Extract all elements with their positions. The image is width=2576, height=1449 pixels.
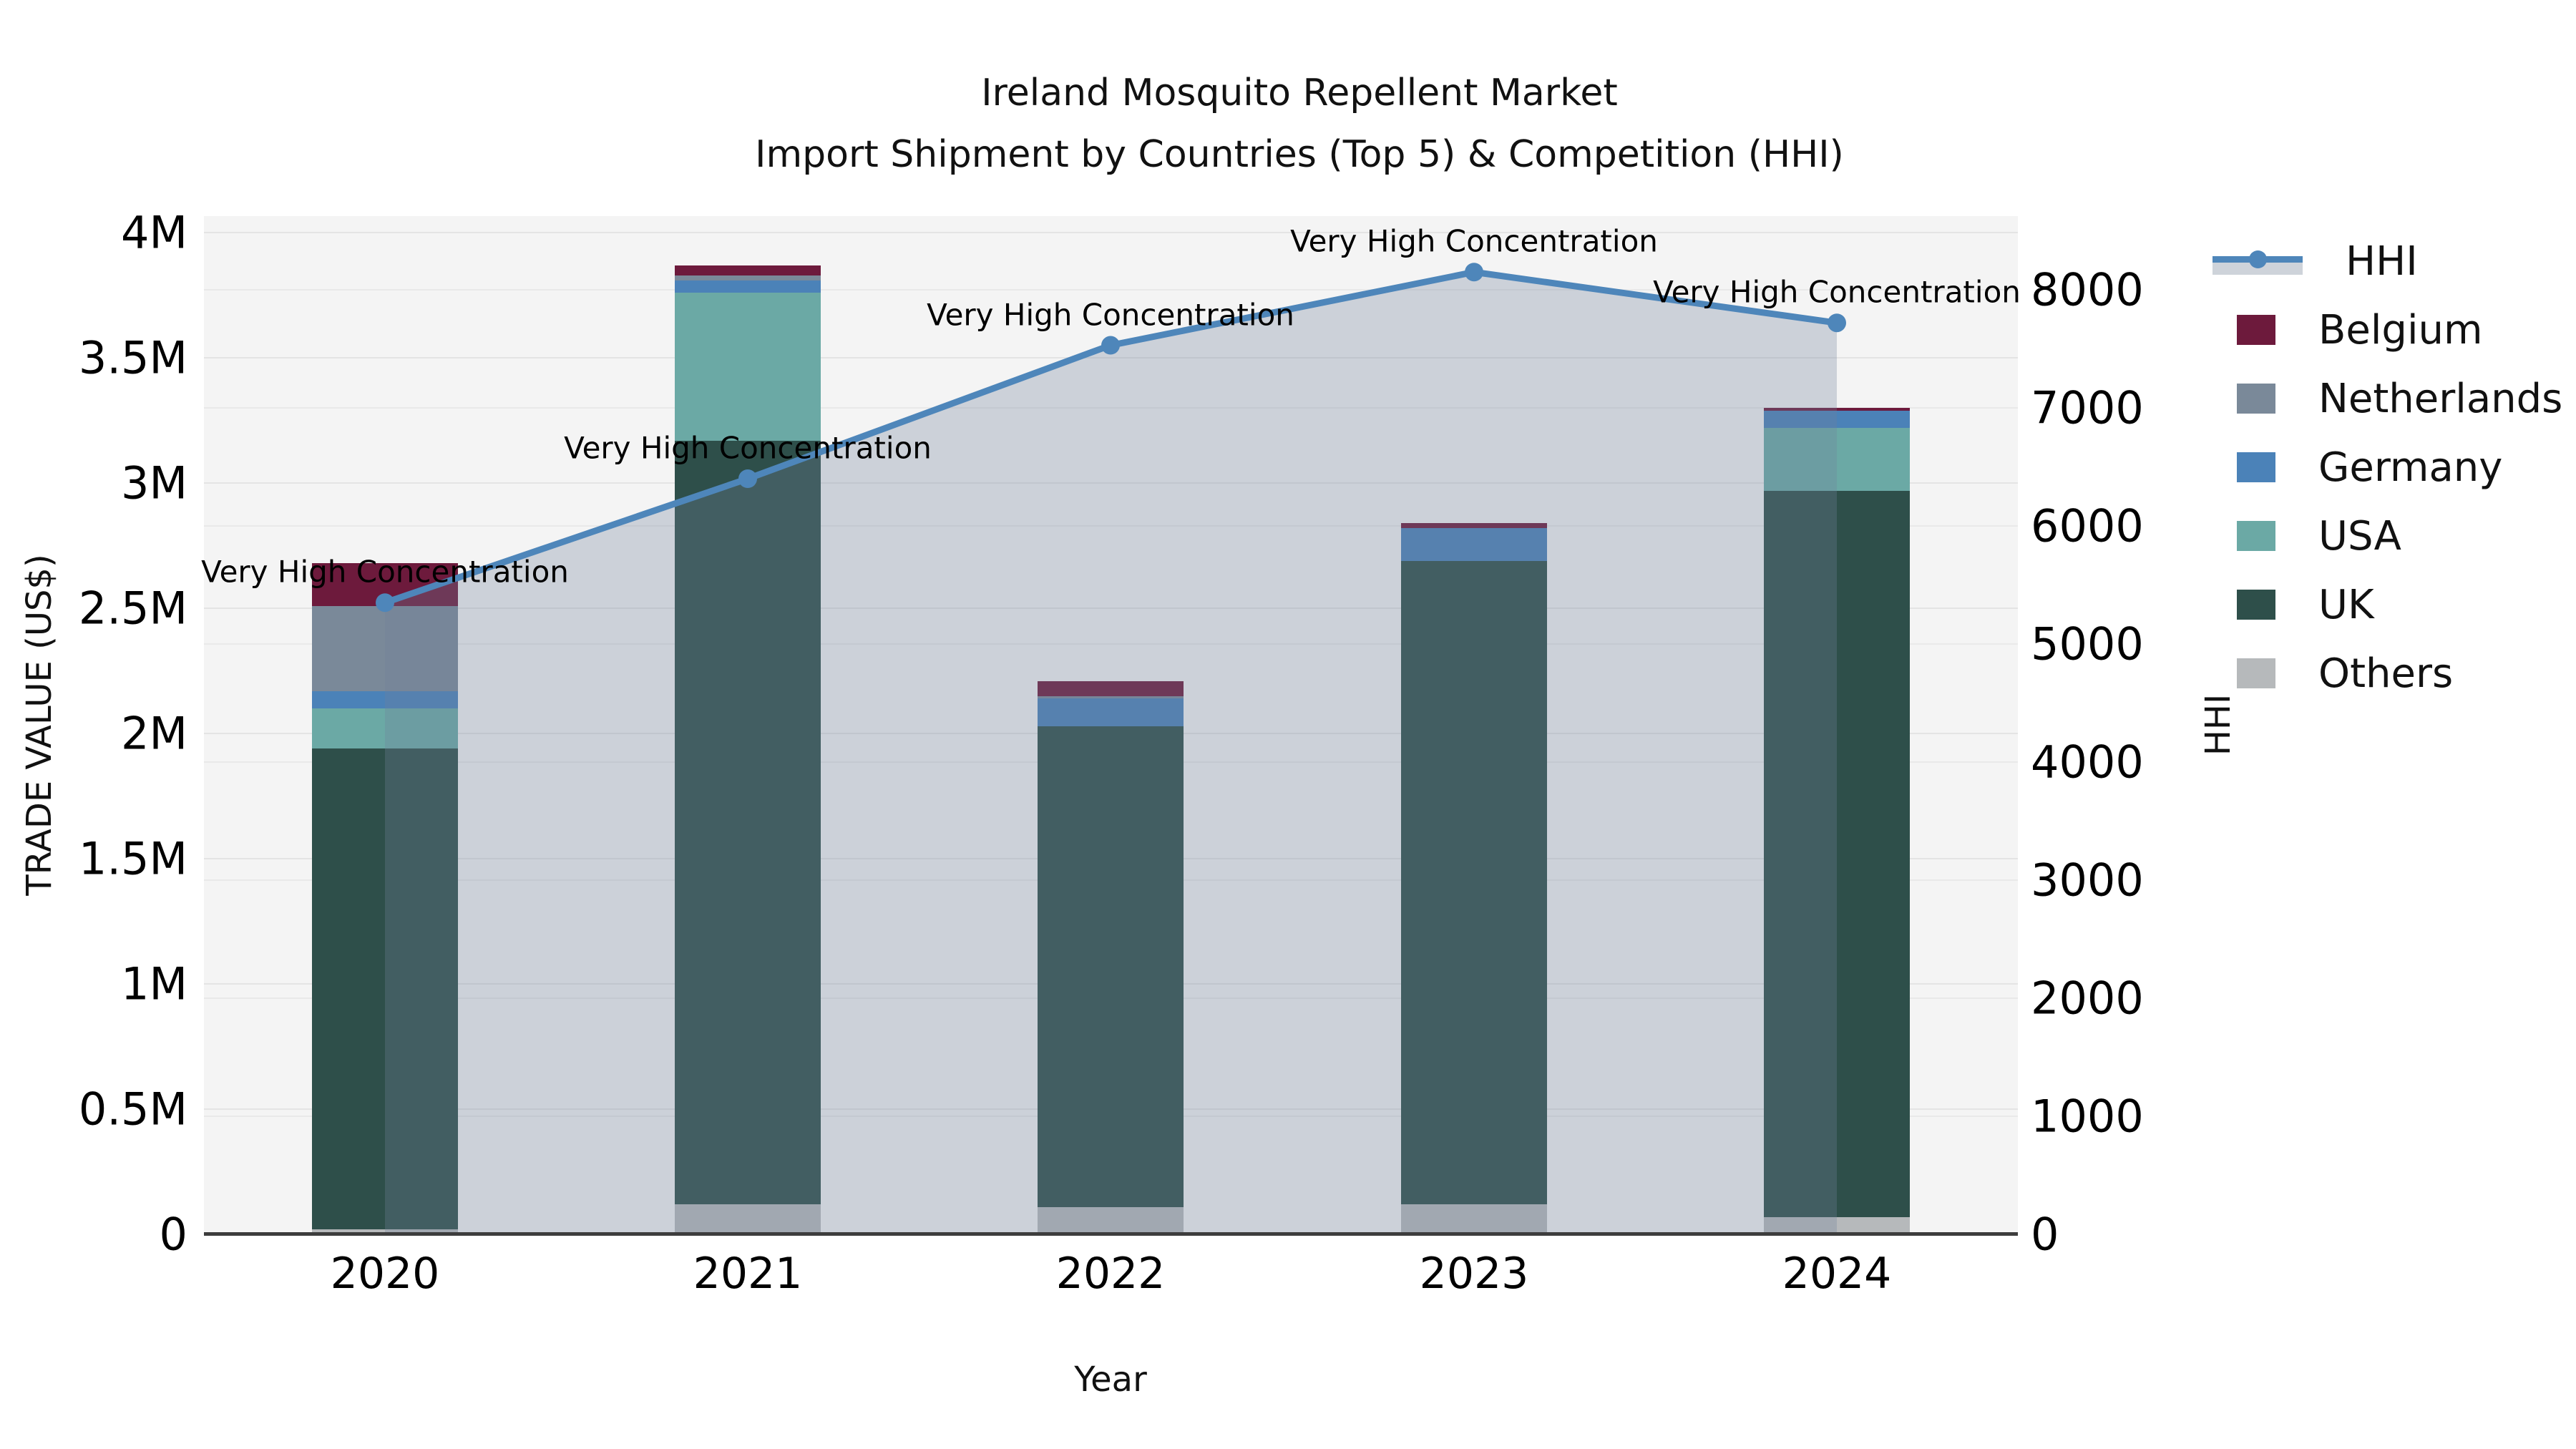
legend-swatch-others <box>2237 658 2275 688</box>
legend-label-usa: USA <box>2318 512 2401 560</box>
bar-segment-others-2024 <box>1764 1216 1910 1234</box>
bar-segment-uk-2024 <box>1764 490 1910 1217</box>
hhi-marker-2024 <box>1828 313 1846 333</box>
legend-swatch-uk <box>2237 590 2275 620</box>
legend-row-germany: Germany <box>2212 433 2502 502</box>
gridline-left <box>204 482 2018 484</box>
legend-label-netherlands: Netherlands <box>2318 375 2563 422</box>
bar-segment-usa-2021 <box>675 293 821 441</box>
legend-label-hhi: HHI <box>2346 238 2418 285</box>
bar-segment-others-2022 <box>1038 1206 1184 1234</box>
bar-segment-others-2020 <box>312 1229 458 1234</box>
y-left-tick-3M: 3M <box>121 457 187 509</box>
annotation-2021: Very High Concentration <box>564 430 932 466</box>
legend-row-others: Others <box>2212 639 2453 708</box>
bar-segment-belgium-2021 <box>675 265 821 275</box>
gridline-right <box>204 643 2018 645</box>
y-left-tick-1M: 1M <box>121 957 187 1010</box>
x-tick-2024: 2024 <box>1782 1249 1892 1299</box>
y-left-tick-4M: 4M <box>121 206 187 259</box>
y-right-tick-2000: 2000 <box>2031 972 2144 1025</box>
bar-segment-netherlands-2022 <box>1038 696 1184 698</box>
gridline-right <box>204 407 2018 409</box>
y-left-tick-2.5M: 2.5M <box>78 582 187 635</box>
bar-segment-belgium-2023 <box>1401 523 1547 528</box>
bar-segment-usa-2024 <box>1764 428 1910 491</box>
x-tick-2023: 2023 <box>1419 1249 1529 1299</box>
legend-label-germany: Germany <box>2318 444 2503 491</box>
gridline-left <box>204 357 2018 358</box>
bar-segment-germany-2022 <box>1038 698 1184 726</box>
bar-segment-usa-2020 <box>312 708 458 748</box>
y-axis-left-title: TRADE VALUE (US$) <box>19 554 59 896</box>
gridline-left <box>204 608 2018 609</box>
y-right-tick-3000: 3000 <box>2031 854 2144 907</box>
legend-row-hhi: HHI <box>2212 227 2418 296</box>
hhi-area-fill <box>385 272 1837 1234</box>
y-right-tick-1000: 1000 <box>2031 1090 2144 1143</box>
legend-row-belgium: Belgium <box>2212 296 2483 364</box>
x-tick-2021: 2021 <box>693 1249 803 1299</box>
hhi-marker-2021 <box>738 469 757 488</box>
bar-segment-others-2023 <box>1401 1204 1547 1234</box>
hhi-marker-2020 <box>376 593 394 613</box>
bar-segment-others-2021 <box>675 1204 821 1234</box>
y-right-tick-6000: 6000 <box>2031 499 2144 552</box>
bar-segment-uk-2022 <box>1038 726 1184 1207</box>
y-left-tick-1.5M: 1.5M <box>78 832 187 885</box>
x-axis-title: Year <box>1074 1360 1147 1400</box>
legend-label-others: Others <box>2318 650 2454 697</box>
gridline-left <box>204 232 2018 233</box>
bar-segment-uk-2021 <box>675 440 821 1204</box>
x-tick-2020: 2020 <box>330 1249 440 1299</box>
chart-title-line2: Import Shipment by Countries (Top 5) & C… <box>755 133 1844 176</box>
gridline-right <box>204 289 2018 291</box>
legend-row-netherlands: Netherlands <box>2212 364 2562 433</box>
legend-row-usa: USA <box>2212 502 2401 570</box>
hhi-line-layer <box>376 263 1846 1234</box>
annotation-2020: Very High Concentration <box>201 554 569 590</box>
legend-label-uk: UK <box>2318 581 2374 628</box>
y-left-tick-3.5M: 3.5M <box>78 331 187 384</box>
x-tick-2022: 2022 <box>1055 1249 1166 1299</box>
bar-segment-belgium-2024 <box>1764 408 1910 411</box>
legend-swatch-germany <box>2237 452 2275 482</box>
bar-segment-germany-2023 <box>1401 528 1547 561</box>
x-axis-line <box>204 1232 2018 1236</box>
y-left-tick-0.5M: 0.5M <box>78 1083 187 1136</box>
chart-title-line1: Ireland Mosquito Repellent Market <box>981 72 1618 114</box>
y-right-tick-4000: 4000 <box>2031 736 2144 789</box>
y-left-tick-2M: 2M <box>121 707 187 760</box>
legend-swatch-hhi-line <box>2212 246 2303 276</box>
legend-label-belgium: Belgium <box>2318 306 2483 353</box>
bar-segment-germany-2021 <box>675 280 821 293</box>
y-right-tick-8000: 8000 <box>2031 263 2144 316</box>
legend-swatch-usa <box>2237 521 2275 551</box>
bar-segment-belgium-2022 <box>1038 680 1184 696</box>
hhi-marker-swatch <box>2249 250 2267 268</box>
y-right-tick-0: 0 <box>2031 1208 2059 1261</box>
y-right-tick-5000: 5000 <box>2031 618 2144 670</box>
annotation-2022: Very High Concentration <box>927 297 1294 333</box>
bar-segment-uk-2020 <box>312 748 458 1229</box>
y-left-tick-0: 0 <box>159 1208 187 1261</box>
bar-segment-netherlands-2021 <box>675 275 821 280</box>
annotation-2024: Very High Concentration <box>1653 274 2021 310</box>
hhi-marker-2022 <box>1101 336 1120 355</box>
legend-swatch-netherlands <box>2237 384 2275 414</box>
hhi-marker-2023 <box>1465 263 1483 282</box>
bar-segment-germany-2020 <box>312 691 458 708</box>
annotation-2023: Very High Concentration <box>1290 223 1658 259</box>
legend-swatch-belgium <box>2237 315 2275 345</box>
bar-segment-netherlands-2020 <box>312 605 458 691</box>
bar-segment-uk-2023 <box>1401 560 1547 1204</box>
bar-segment-germany-2024 <box>1764 410 1910 428</box>
gridline-right <box>204 525 2018 527</box>
legend-row-uk: UK <box>2212 570 2374 639</box>
y-right-tick-7000: 7000 <box>2031 381 2144 434</box>
